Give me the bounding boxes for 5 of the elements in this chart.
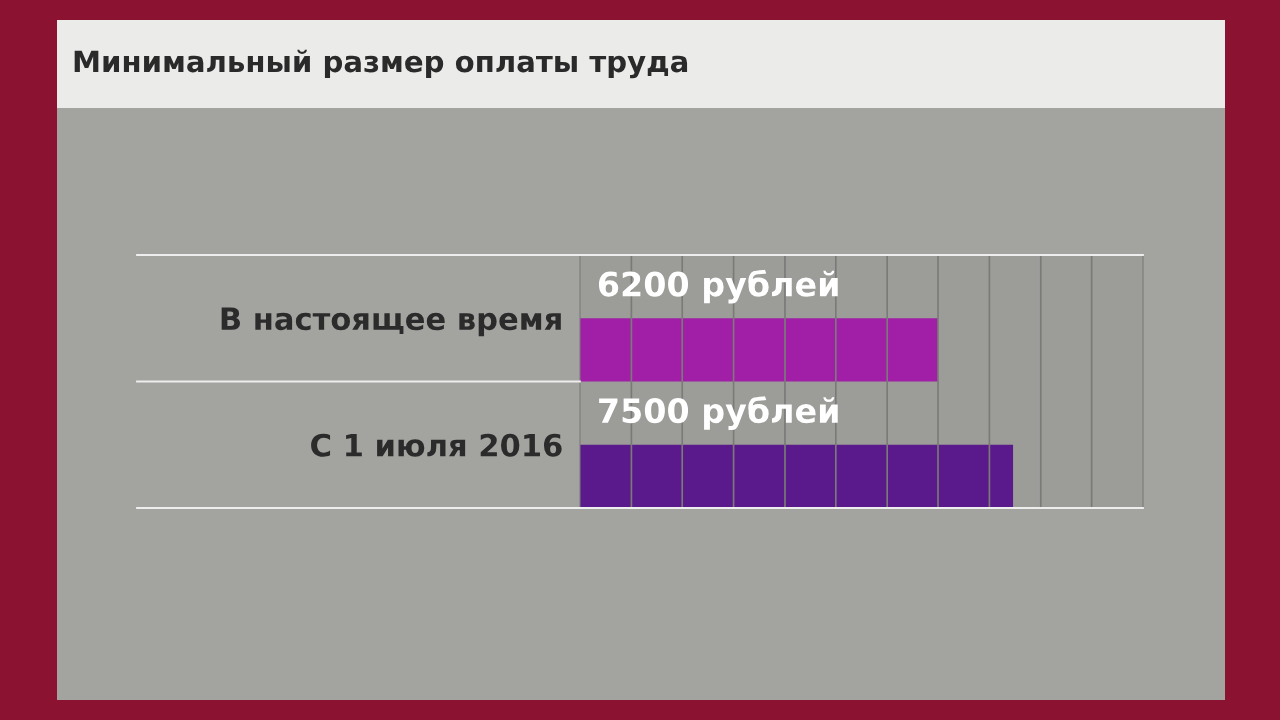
data-label: 7500 рублей	[599, 396, 838, 430]
chart-title: Минимальный размер оплаты труда	[74, 49, 688, 79]
y-tick-label: С 1 июля 2016	[311, 433, 562, 457]
data-label: 6200 рублей	[598, 269, 838, 304]
y-tick-label: В настоящее время	[221, 307, 561, 337]
